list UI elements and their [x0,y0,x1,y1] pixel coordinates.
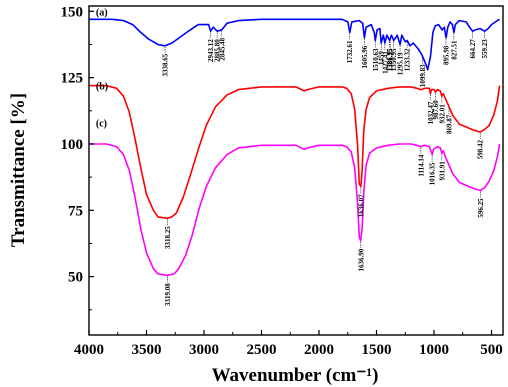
peak-label: 931.91 [438,161,446,181]
peak-label: 3338.65 [162,53,170,76]
peak-label: 1605.96 [361,45,369,68]
peak-label: 3319.08 [164,283,172,306]
x-tick-label: 2500 [247,342,277,358]
panel-label: (c) [96,119,107,130]
peak-label: 1032.47 [427,101,435,124]
peak-label: 1459 [378,51,386,66]
peak-label: 1386.95 [386,48,394,71]
peak-label: 1636.07 [357,194,365,217]
x-tick-label: 3000 [189,342,219,358]
x-tick-label: 4000 [74,342,104,358]
peak-label: 2845.48 [218,37,226,60]
panel-label: (a) [96,7,108,18]
peak-label: 1233.32 [404,48,412,71]
y-tick-label: 125 [61,71,84,87]
series-line-2 [89,84,501,220]
peak-label: 2885.80 [214,39,222,62]
peak-label: 827.51 [450,40,458,60]
peak-label: 1427.41 [381,51,389,74]
peak-label: 559.23 [481,39,489,59]
y-tick-label: 150 [61,4,84,20]
x-tick-label: 500 [480,342,503,358]
y-tick-label: 75 [68,203,83,219]
y-tick-label: 100 [61,137,84,153]
series-line-1 [89,18,500,71]
peak-label: 1732.61 [346,40,354,63]
peak-label: 596.25 [477,198,485,218]
peak-label: 987.60 [432,100,440,120]
peak-label: 869.87 [446,114,454,134]
x-tick-label: 1000 [419,342,449,358]
series-layer [89,18,501,277]
peak-label: 664.27 [469,39,477,59]
peak-label: 895.98 [443,45,451,65]
peak-label: 598.42 [477,140,485,160]
x-tick-label: 1500 [362,342,392,358]
panel-label: (b) [96,82,108,93]
x-tick-label: 3500 [132,342,162,358]
peak-label: 1016.35 [429,162,437,185]
peak-label: 3318.25 [164,226,172,249]
peak-label: 1510.63 [372,48,380,71]
peak-label: 1114.14 [417,154,425,176]
peak-label: 1350.95 [390,48,398,71]
x-tick-label: 2000 [304,342,334,358]
peak-label: 1099.83 [419,64,427,87]
x-axis-title: Wavenumber (cm⁻¹) [212,365,379,386]
axes: 4000 3500 3000 2500 2000 1500 1000 500 50 75 100 12… [61,4,504,358]
peak-label: 932.01 [438,104,446,124]
plot-frame [88,5,504,336]
peak-label: 1381.15 [387,48,395,71]
peak-label: 1636.90 [357,248,365,271]
series-line-3 [89,143,501,277]
peak-label: 2943.12 [207,39,215,62]
y-tick-label: 50 [68,270,83,286]
y-axis-title: Transmittance [%] [8,93,29,247]
panel-labels: (a) (b) (c) [96,7,108,129]
peak-label: 1295.19 [397,52,405,75]
